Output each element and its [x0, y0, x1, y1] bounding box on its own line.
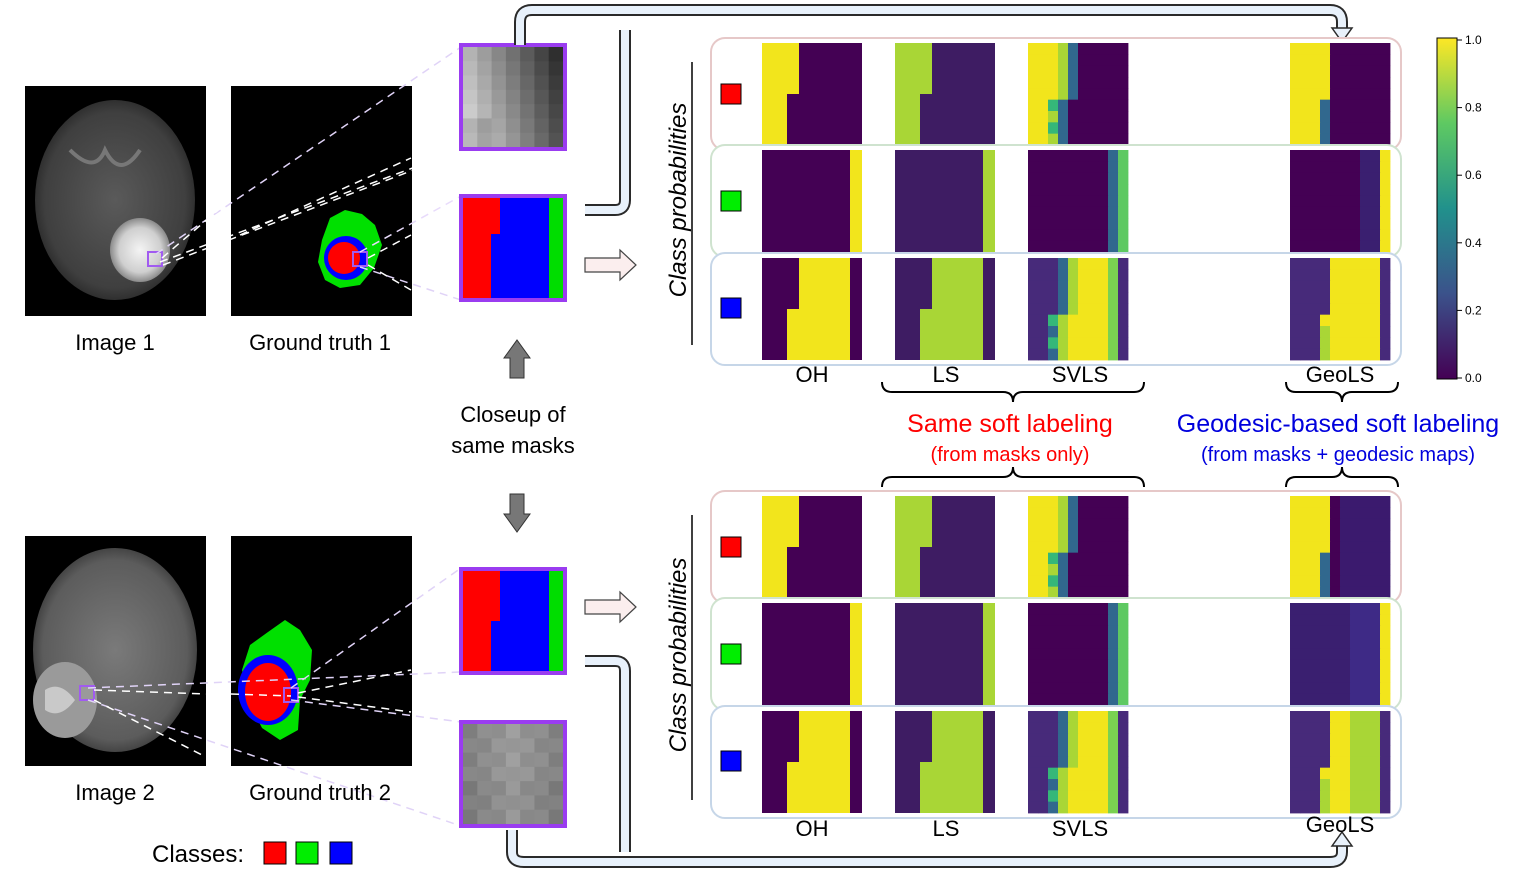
heatmap-cell — [1290, 43, 1391, 146]
image-1-label: Image 1 — [75, 330, 155, 355]
image-1 — [25, 86, 206, 316]
same-soft-labeling-subtitle: (from masks only) — [931, 444, 1090, 466]
brace-geo-top — [1285, 381, 1399, 403]
heatmap-cell — [1028, 603, 1129, 706]
brace-same-bottom — [881, 466, 1145, 488]
closeup-white-lines — [93, 157, 412, 758]
y-axis-label-top: Class probabilities — [665, 103, 692, 298]
heatmap-cell — [762, 258, 862, 360]
geodesic-soft-labeling-title: Geodesic-based soft labeling — [1177, 410, 1499, 438]
method-label-top-oh: OH — [796, 362, 829, 387]
ground-truth-1-label: Ground truth 1 — [249, 330, 391, 355]
closeup-text-line-1: Closeup of — [460, 402, 566, 427]
heatmap-cell — [895, 603, 995, 705]
heatmap-cell — [1028, 258, 1129, 361]
colorbar-tick-label: 0.8 — [1465, 101, 1482, 115]
ground-truth-1 — [231, 86, 412, 316]
heatmap-cell — [895, 150, 995, 252]
heatmap-cell — [762, 43, 862, 145]
image-2-label: Image 2 — [75, 780, 155, 805]
method-label-bottom-geols: GeoLS — [1306, 812, 1375, 837]
colorbar-tick-label: 0.4 — [1465, 236, 1482, 250]
method-label-bottom-svls: SVLS — [1052, 816, 1108, 841]
heatmap-cell — [762, 603, 862, 705]
same-soft-labeling-title: Same soft labeling — [907, 410, 1113, 438]
closeup-mask-patch-2 — [459, 567, 567, 675]
classes-legend-label: Classes: — [152, 841, 244, 868]
method-label-top-ls: LS — [933, 362, 960, 387]
heatmap-cell — [1290, 496, 1391, 599]
right-arrow-2 — [584, 590, 637, 624]
method-label-bottom-ls: LS — [933, 816, 960, 841]
row-swatches — [720, 83, 742, 772]
colorbar-tick-label: 0.2 — [1465, 303, 1482, 317]
class-swatch — [720, 643, 742, 665]
brace-same-top — [881, 381, 1145, 403]
heatmap-cell — [1028, 43, 1129, 146]
image-2 — [25, 536, 206, 766]
brace-geo-bottom — [1285, 466, 1399, 488]
method-label-bottom-oh: OH — [796, 816, 829, 841]
class-swatch — [720, 536, 742, 558]
heatmap-cell — [895, 258, 995, 360]
heatmap-cell — [762, 150, 862, 252]
class-swatch — [720, 750, 742, 772]
heatmap-cell — [762, 496, 862, 598]
colorbar-tick-label: 0.6 — [1465, 168, 1482, 182]
heatmap-cell — [1290, 150, 1391, 253]
class-swatch — [720, 297, 742, 319]
closeup-text-line-2: same masks — [451, 433, 574, 458]
closeup-gray-patch-2 — [459, 720, 567, 828]
heatmap-cell — [1028, 150, 1129, 253]
class-swatch — [720, 190, 742, 212]
colorbar: 1.0 0.8 0.6 0.4 0.2 0.0 — [1436, 33, 1482, 385]
flow-pipe-bottom — [506, 655, 1354, 868]
class-swatch — [720, 83, 742, 105]
heatmap-cell — [895, 43, 995, 145]
method-label-top-svls: SVLS — [1052, 362, 1108, 387]
colorbar-tick-label: 0.0 — [1465, 371, 1482, 385]
method-label-top-geols: GeoLS — [1306, 362, 1375, 387]
heatmap-cell — [1028, 496, 1129, 599]
heatmap-cell — [1028, 711, 1129, 814]
heatmaps-bottom — [710, 490, 1402, 819]
heatmaps-top — [710, 37, 1402, 366]
geodesic-soft-labeling-subtitle: (from masks + geodesic maps) — [1201, 444, 1475, 466]
up-arrow — [503, 339, 531, 379]
colorbar-tick-label: 1.0 — [1465, 33, 1482, 47]
closeup-mask-patch-1 — [459, 194, 567, 302]
heatmap-cell — [1290, 603, 1391, 706]
closeup-gray-patch-1 — [459, 43, 567, 151]
y-axis-label-bottom: Class probabilities — [665, 558, 692, 753]
heatmap-cell — [1290, 258, 1391, 361]
classes-legend-swatches — [263, 841, 353, 865]
heatmap-cell — [895, 711, 995, 813]
heatmap-cell — [895, 496, 995, 598]
heatmap-cell — [762, 711, 862, 813]
ground-truth-2-label: Ground truth 2 — [249, 780, 391, 805]
heatmap-cell — [1290, 711, 1391, 814]
ground-truth-2 — [231, 536, 412, 766]
flow-pipe-top — [514, 4, 1354, 216]
right-arrow-1 — [584, 248, 637, 282]
down-arrow — [503, 493, 531, 533]
